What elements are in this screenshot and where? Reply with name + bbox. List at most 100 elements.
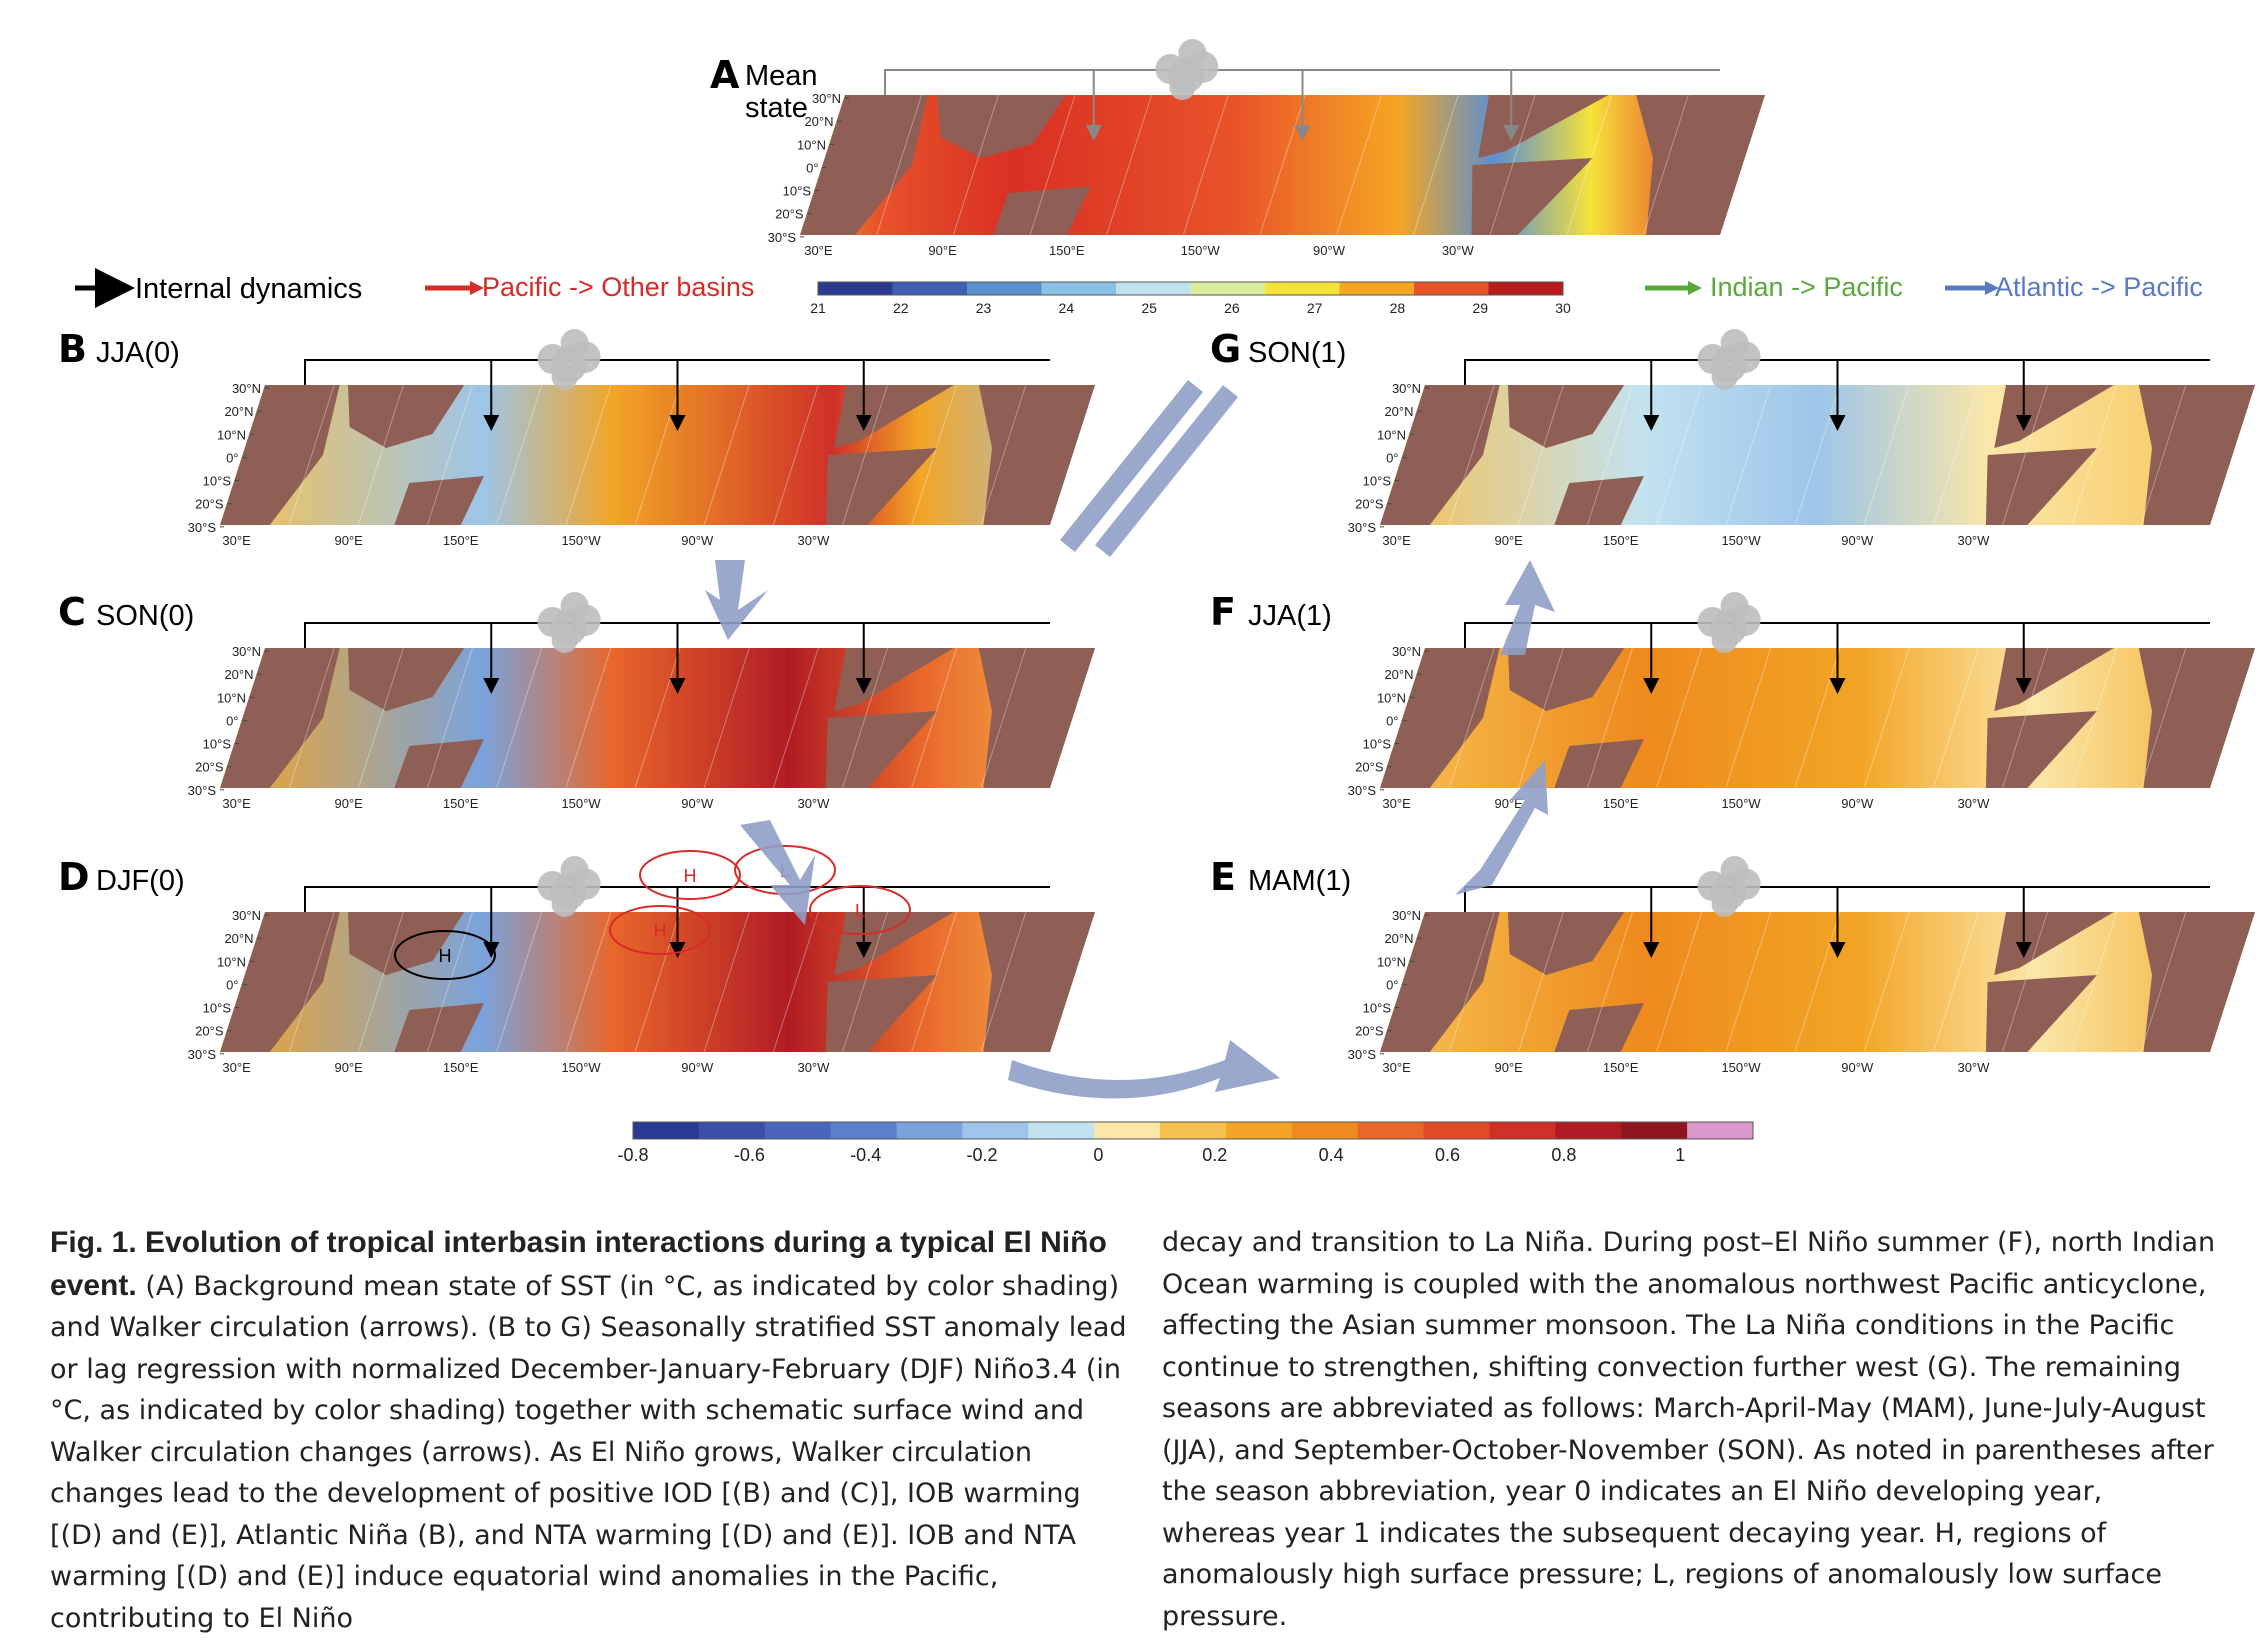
panel-season-label: SON(1) xyxy=(1248,337,1346,369)
lat-tick-label: 0° xyxy=(226,450,238,465)
land-mass xyxy=(1508,912,1625,975)
caption-left-text: (A) Background mean state of SST (in °C,… xyxy=(50,1270,1127,1634)
lat-tick-label: 20°S xyxy=(1355,1024,1384,1039)
grid-line xyxy=(703,384,750,526)
land-mass xyxy=(825,448,938,525)
land-mass xyxy=(978,648,1095,788)
lon-tick-label: 30°E xyxy=(222,1060,251,1075)
lat-tick-label: 0° xyxy=(226,713,238,728)
lon-tick-label: 90°E xyxy=(928,243,957,258)
lon-tick-label: 150°W xyxy=(1721,1060,1761,1075)
lat-tick-label: 10°N xyxy=(217,690,246,705)
mean-colorbar-swatch-2 xyxy=(967,282,1042,295)
lon-tick-label: 90°E xyxy=(334,796,363,811)
pressure-ellipse xyxy=(394,930,496,980)
grid-line xyxy=(772,647,819,789)
lat-tick-label: 30°N xyxy=(812,91,841,106)
lon-tick-label: 90°E xyxy=(334,533,363,548)
legend-atlantic-pacific-arrowhead xyxy=(1985,281,1999,295)
grid-line xyxy=(1725,647,1772,789)
lat-tick-label: 0° xyxy=(1386,977,1398,992)
lon-tick-label: 30°W xyxy=(1442,243,1475,258)
panel-season-label: DJF(0) xyxy=(96,865,185,897)
grid-line xyxy=(1725,384,1772,526)
walker-circulation-line xyxy=(1464,359,2210,385)
land-mass xyxy=(2138,385,2255,525)
lon-tick-label: 30°E xyxy=(1382,533,1411,548)
mean-colorbar-tick-label: 29 xyxy=(1472,300,1488,316)
grid-line xyxy=(842,911,888,1053)
anomaly-colorbar-swatch-11 xyxy=(1357,1122,1425,1139)
convection-cloud xyxy=(560,592,589,620)
grid-line xyxy=(1794,647,1841,789)
anomaly-colorbar-tick-label: 0 xyxy=(1093,1145,1103,1165)
lon-tick-label: 90°W xyxy=(681,533,714,548)
grid-line xyxy=(427,647,473,789)
panel-letter: G xyxy=(1210,327,1241,371)
lon-tick-label: 30°W xyxy=(797,533,830,548)
lat-tick-label: 20°S xyxy=(775,207,804,222)
lat-tick-label: 20°N xyxy=(1384,404,1413,419)
mean-colorbar-swatch-7 xyxy=(1339,282,1415,295)
land-mass xyxy=(1985,711,2098,788)
grid-line xyxy=(1517,911,1564,1053)
legend-pacific-other-label: Pacific -> Other basins xyxy=(482,272,754,302)
arrow-d-to-e xyxy=(1008,1040,1280,1099)
land-mass xyxy=(1380,385,1500,525)
lat-tick-label: 0° xyxy=(1386,713,1398,728)
caption-right-column: decay and transition to La Niña. During … xyxy=(1162,1222,2222,1637)
panel-f: 30°N20°N10°N0°10°S20°S30°S30°E 90°E 150°E 1… xyxy=(1210,590,2255,811)
mean-colorbar-tick-label: 22 xyxy=(893,300,909,316)
convection-cloud xyxy=(1720,592,1749,620)
lat-tick-label: 10°S xyxy=(1363,1001,1392,1016)
panel-season-label: Mean xyxy=(745,60,818,92)
convection-cloud xyxy=(1169,74,1196,100)
walker-circulation-line xyxy=(884,69,1720,95)
arrow-b-to-c xyxy=(705,560,768,640)
panel-season-label: JJA(0) xyxy=(96,337,180,369)
caption-title: Fig. 1. Evolution of tropical interbasin… xyxy=(50,1226,1107,1302)
pressure-label: H xyxy=(654,921,667,941)
anomaly-colorbar-tick-label: -0.4 xyxy=(850,1145,881,1165)
grid-line xyxy=(2071,911,2118,1053)
grid-line xyxy=(1182,94,1229,236)
lat-tick-label: 10°N xyxy=(217,427,246,442)
legend-indian-pacific-label: Indian -> Pacific xyxy=(1710,272,1903,302)
grid-line xyxy=(1863,911,1910,1053)
mean-colorbar-tick-label: 30 xyxy=(1555,300,1571,316)
grid-line xyxy=(496,647,543,789)
mean-colorbar-swatch-9 xyxy=(1488,282,1564,295)
lat-tick-label: 30°S xyxy=(188,783,217,798)
lon-tick-label: 150°E xyxy=(443,533,479,548)
panel-letter: A xyxy=(710,53,740,97)
grid-line xyxy=(1794,384,1841,526)
lat-tick-label: 20°S xyxy=(195,497,224,512)
land-mass xyxy=(1554,739,1644,788)
panel-g: 30°N 20°N 10°N 0° 10°S 20°S 30°S 30°E 90°E 150°E 1… xyxy=(1210,327,2255,548)
land-mass xyxy=(394,739,484,788)
grid-line xyxy=(1587,647,1633,789)
grid-line xyxy=(2140,911,2187,1053)
mean-colorbar-swatch-1 xyxy=(892,282,968,295)
lat-tick-label: 30°S xyxy=(1348,1047,1377,1062)
panel-c: 30°N 20°N 10°N 0° 10°S 20°S 30°S 30°E 90°E 150°E 1… xyxy=(58,590,1095,811)
grid-line xyxy=(772,911,819,1053)
anomaly-colorbar-swatch-6 xyxy=(1028,1122,1095,1139)
anomaly-colorbar-swatch-9 xyxy=(1225,1122,1293,1139)
anomaly-colorbar-frame xyxy=(632,1121,1754,1140)
legend: Internal dynamics Pacific -> Other basin… xyxy=(75,268,2203,308)
grid-line xyxy=(772,384,819,526)
caption-right-text: decay and transition to La Niña. During … xyxy=(1162,1227,2216,1632)
mean-colorbar-swatch-3 xyxy=(1041,282,1117,295)
grid-line xyxy=(1725,911,1772,1053)
grid-line xyxy=(1029,94,1076,236)
mean-colorbar-swatch-4 xyxy=(1116,282,1191,295)
lon-tick-label: 90°W xyxy=(681,796,714,811)
legend-internal-label: Internal dynamics xyxy=(135,273,362,305)
land-mass xyxy=(1636,95,1765,235)
lat-tick-label: 10°S xyxy=(203,737,232,752)
land-mass xyxy=(825,711,938,788)
lon-tick-label: 30°W xyxy=(1957,1060,1990,1075)
lat-tick-label: 0° xyxy=(226,977,238,992)
lat-tick-label: 10°N xyxy=(1377,690,1406,705)
